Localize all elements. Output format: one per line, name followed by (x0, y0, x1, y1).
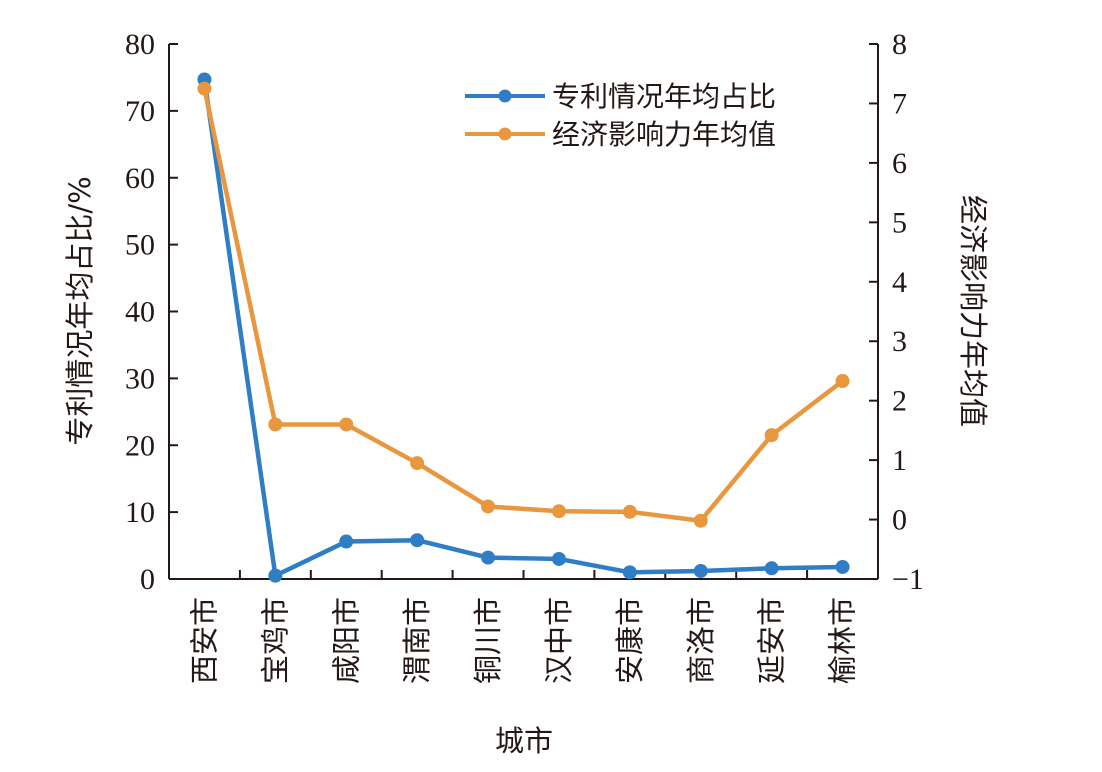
right-y-ticks: −1 0 1 2 3 4 5 6 7 8 (869, 28, 924, 596)
left-y-axis-title: 专利情况年均占比/% (63, 176, 97, 445)
left-y-tick-label: 50 (125, 229, 155, 262)
right-y-tick-label: 6 (892, 147, 907, 180)
data-point (410, 533, 425, 548)
right-y-tick-label: 1 (892, 444, 907, 477)
legend: 专利情况年均占比 经济影响力年均值 (465, 80, 776, 151)
data-point (693, 563, 708, 578)
data-point (835, 559, 850, 574)
x-category-label: 榆林市 (826, 597, 860, 684)
data-point (481, 550, 496, 565)
data-point (693, 513, 708, 528)
left-y-tick-label: 40 (125, 296, 155, 329)
left-y-tick-label: 80 (125, 28, 155, 61)
left-y-ticks: 0 10 20 30 40 50 60 70 80 (125, 28, 178, 596)
data-point (551, 504, 566, 519)
data-point (764, 561, 779, 576)
left-y-tick-label: 60 (125, 162, 155, 195)
legend-item-economic: 经济影响力年均值 (465, 118, 776, 151)
data-point (339, 534, 354, 549)
data-point (622, 565, 637, 580)
x-category-label: 延安市 (755, 597, 789, 684)
right-y-tick-label: 5 (892, 206, 907, 239)
right-y-tick-label: 4 (892, 266, 907, 299)
right-y-tick-label: 8 (892, 28, 907, 61)
left-y-tick-label: 0 (140, 563, 155, 596)
right-y-tick-label: −1 (892, 563, 924, 596)
series-line (202, 86, 845, 523)
data-point (410, 456, 425, 471)
data-point (835, 374, 850, 389)
x-axis-title: 城市 (495, 724, 553, 758)
right-y-tick-label: 3 (892, 325, 907, 358)
x-category-label: 渭南市 (400, 597, 434, 684)
right-y-axis-title: 经济影响力年均值 (956, 195, 990, 427)
x-category-label: 安康市 (613, 597, 647, 684)
series-patent (197, 72, 850, 583)
right-y-tick-label: 0 (892, 504, 907, 537)
x-ticks: 西安市 宝鸡市 咸阳市 渭南市 铜川市 汉中市 安康市 商洛市 延安市 榆林市 (187, 570, 860, 684)
legend-item-patent: 专利情况年均占比 (465, 80, 776, 113)
right-y-tick-label: 7 (892, 87, 907, 120)
legend-label-economic: 经济影响力年均值 (552, 118, 776, 151)
data-point (481, 499, 496, 514)
x-category-label: 汉中市 (542, 597, 576, 684)
series-line (202, 77, 845, 578)
series-economic (197, 81, 850, 528)
legend-label-patent: 专利情况年均占比 (552, 80, 776, 113)
x-category-label: 西安市 (187, 597, 221, 684)
data-point (339, 417, 354, 432)
right-y-tick-label: 2 (892, 385, 907, 418)
left-y-tick-label: 10 (125, 496, 155, 529)
left-y-tick-label: 30 (125, 362, 155, 395)
x-category-label: 宝鸡市 (258, 597, 292, 684)
data-point (268, 568, 283, 583)
data-point (622, 504, 637, 519)
legend-marker-patent (498, 89, 512, 103)
data-point (197, 81, 212, 96)
data-point (551, 551, 566, 566)
x-category-label: 铜川市 (471, 597, 505, 684)
series-layer (197, 72, 850, 583)
legend-marker-economic (498, 127, 512, 141)
left-y-tick-label: 20 (125, 429, 155, 462)
x-category-label: 咸阳市 (329, 597, 363, 684)
x-category-label: 商洛市 (684, 597, 718, 684)
left-y-tick-label: 70 (125, 95, 155, 128)
data-point (268, 417, 283, 432)
data-point (764, 428, 779, 443)
